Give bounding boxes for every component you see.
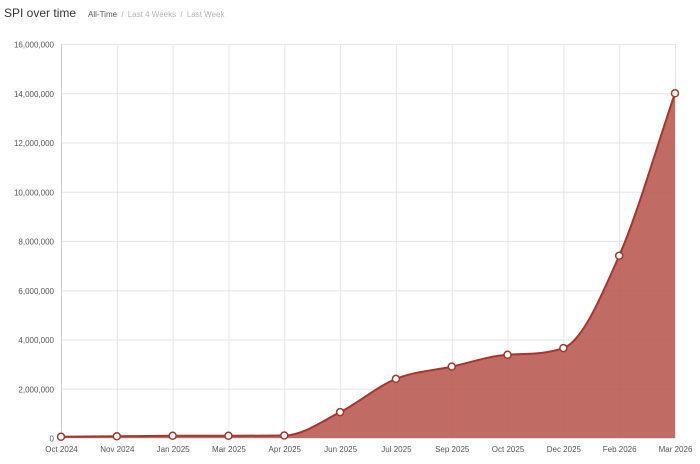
tab-all-time[interactable]: All-Time xyxy=(88,10,118,19)
x-tick-label: Mar 2025 xyxy=(212,445,246,454)
data-point xyxy=(447,362,456,371)
data-point xyxy=(224,431,233,441)
data-point xyxy=(112,432,122,441)
y-tick-label: 12,000,000 xyxy=(14,139,55,148)
data-point xyxy=(614,251,624,261)
tab-separator: / xyxy=(180,10,183,19)
x-tick-label: Sep 2025 xyxy=(435,445,470,454)
tab-separator: / xyxy=(121,10,124,19)
tab-last-4-weeks[interactable]: Last 4 Weeks xyxy=(127,10,177,19)
data-point xyxy=(503,350,512,360)
area-fill xyxy=(61,93,675,438)
x-tick-label: Mar 2026 xyxy=(659,445,693,454)
x-axis-labels: Oct 2024 Nov 2024 Jan 2025 Mar 2025 Apr 2025… xyxy=(45,445,693,454)
x-tick-label: Nov 2024 xyxy=(100,445,135,454)
time-range-selector: All-Time / Last 4 Weeks / Last Week xyxy=(88,10,224,19)
y-tick-label: 10,000,000 xyxy=(14,188,55,197)
data-points xyxy=(56,89,680,442)
y-tick-label: 6,000,000 xyxy=(18,287,54,296)
x-tick-label: Jun 2025 xyxy=(324,445,357,454)
data-point xyxy=(391,374,401,384)
x-tick-label: Jul 2025 xyxy=(381,445,412,454)
chart-title: SPI over time xyxy=(4,6,77,20)
data-point xyxy=(280,431,289,440)
x-tick-label: Oct 2025 xyxy=(492,445,525,454)
data-point xyxy=(335,407,345,417)
data-point xyxy=(56,432,66,442)
x-tick-label: Feb 2026 xyxy=(603,445,637,454)
x-tick-label: Oct 2024 xyxy=(45,445,78,454)
x-tick-label: Dec 2025 xyxy=(547,445,582,454)
data-point xyxy=(168,431,177,441)
x-tick-label: Apr 2025 xyxy=(269,445,302,454)
data-point xyxy=(559,343,568,353)
y-tick-label: 4,000,000 xyxy=(18,336,54,345)
x-tick-label: Jan 2025 xyxy=(157,445,190,454)
y-tick-label: 16,000,000 xyxy=(14,41,55,50)
tab-last-week[interactable]: Last Week xyxy=(186,10,225,19)
y-axis-labels: 0 2,000,000 4,000,000 6,000,000 8,000,000 10,… xyxy=(14,41,55,444)
chart-header: SPI over time All-Time / Last 4 Weeks / … xyxy=(4,6,224,20)
y-tick-label: 8,000,000 xyxy=(18,238,54,247)
y-tick-label: 0 xyxy=(50,435,55,444)
y-tick-label: 2,000,000 xyxy=(18,385,54,394)
y-tick-label: 14,000,000 xyxy=(14,90,55,99)
data-point xyxy=(670,89,680,98)
